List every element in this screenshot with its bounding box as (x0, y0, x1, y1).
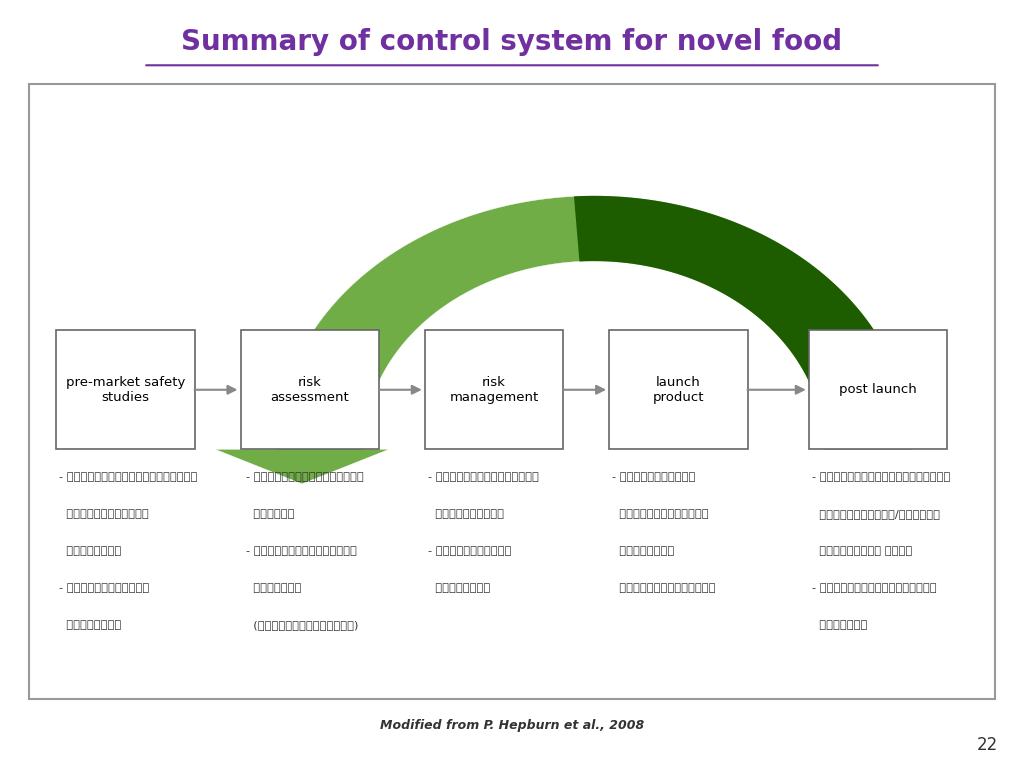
Text: - การขออนุญาตก่อน: - การขออนุญาตก่อน (428, 472, 539, 482)
Text: ปลอดภัย: ปลอดภัย (246, 583, 301, 593)
Text: ประสงค์: ประสงค์ (812, 620, 867, 630)
Text: 22: 22 (977, 737, 998, 754)
Text: risk
management: risk management (450, 376, 539, 404)
FancyBboxPatch shape (425, 330, 563, 449)
Text: ในสัตว์ทดลอง: ในสัตว์ทดลอง (59, 509, 150, 519)
Text: - รายงานอาการไม่พึง: - รายงานอาการไม่พึง (812, 583, 937, 593)
Text: ผลิตภัณฑ์ ฉลาก: ผลิตภัณฑ์ ฉลาก (812, 546, 912, 556)
Text: pre-market safety
studies: pre-market safety studies (66, 376, 185, 404)
Text: ในมนุษย์: ในมนุษย์ (59, 546, 122, 556)
Text: - การประเมินการรับ: - การประเมินการรับ (246, 472, 364, 482)
Text: Modified from P. Hepburn et al., 2008: Modified from P. Hepburn et al., 2008 (380, 720, 644, 732)
FancyBboxPatch shape (809, 330, 947, 449)
Polygon shape (574, 196, 911, 449)
Text: - การกำหนดค่าความ: - การกำหนดค่าความ (246, 546, 356, 556)
Text: - การศึกษาความเป็นพิษ: - การศึกษาความเป็นพิษ (59, 472, 198, 482)
FancyBboxPatch shape (56, 330, 195, 449)
FancyBboxPatch shape (241, 330, 379, 449)
Text: แสดงฉลาก: แสดงฉลาก (428, 583, 490, 593)
Text: - การกำหนดการ: - การกำหนดการ (428, 546, 511, 556)
Text: - การตรวจสอบเฟ้าระวัง: - การตรวจสอบเฟ้าระวัง (812, 472, 950, 482)
Text: launch
product: launch product (652, 376, 705, 404)
Text: - การแสดงฉลาก: - การแสดงฉลาก (612, 472, 695, 482)
Text: risk
assessment: risk assessment (270, 376, 349, 404)
Text: Summary of control system for novel food: Summary of control system for novel food (181, 28, 843, 56)
Text: - การศึกษาด้าน: - การศึกษาด้าน (59, 583, 150, 593)
Text: โภชนาการ: โภชนาการ (59, 620, 122, 630)
Text: post launch: post launch (840, 383, 916, 396)
Text: สัมผัส: สัมผัส (246, 509, 294, 519)
FancyBboxPatch shape (609, 330, 748, 449)
FancyBboxPatch shape (29, 84, 995, 699)
Text: (เงื่อนไขการใช้): (เงื่อนไขการใช้) (246, 620, 358, 630)
Text: ออกสู่ตลาด: ออกสู่ตลาด (428, 509, 504, 519)
Text: เงื่อนไขการใช้: เงื่อนไขการใช้ (612, 583, 716, 593)
Text: สารสำคัญ: สารสำคัญ (612, 546, 675, 556)
Polygon shape (215, 196, 911, 484)
Text: สถานที่ผลิต/นำเข้า: สถานที่ผลิต/นำเข้า (812, 509, 940, 519)
Text: เลขสารบบอาหาร: เลขสารบบอาหาร (612, 509, 709, 519)
